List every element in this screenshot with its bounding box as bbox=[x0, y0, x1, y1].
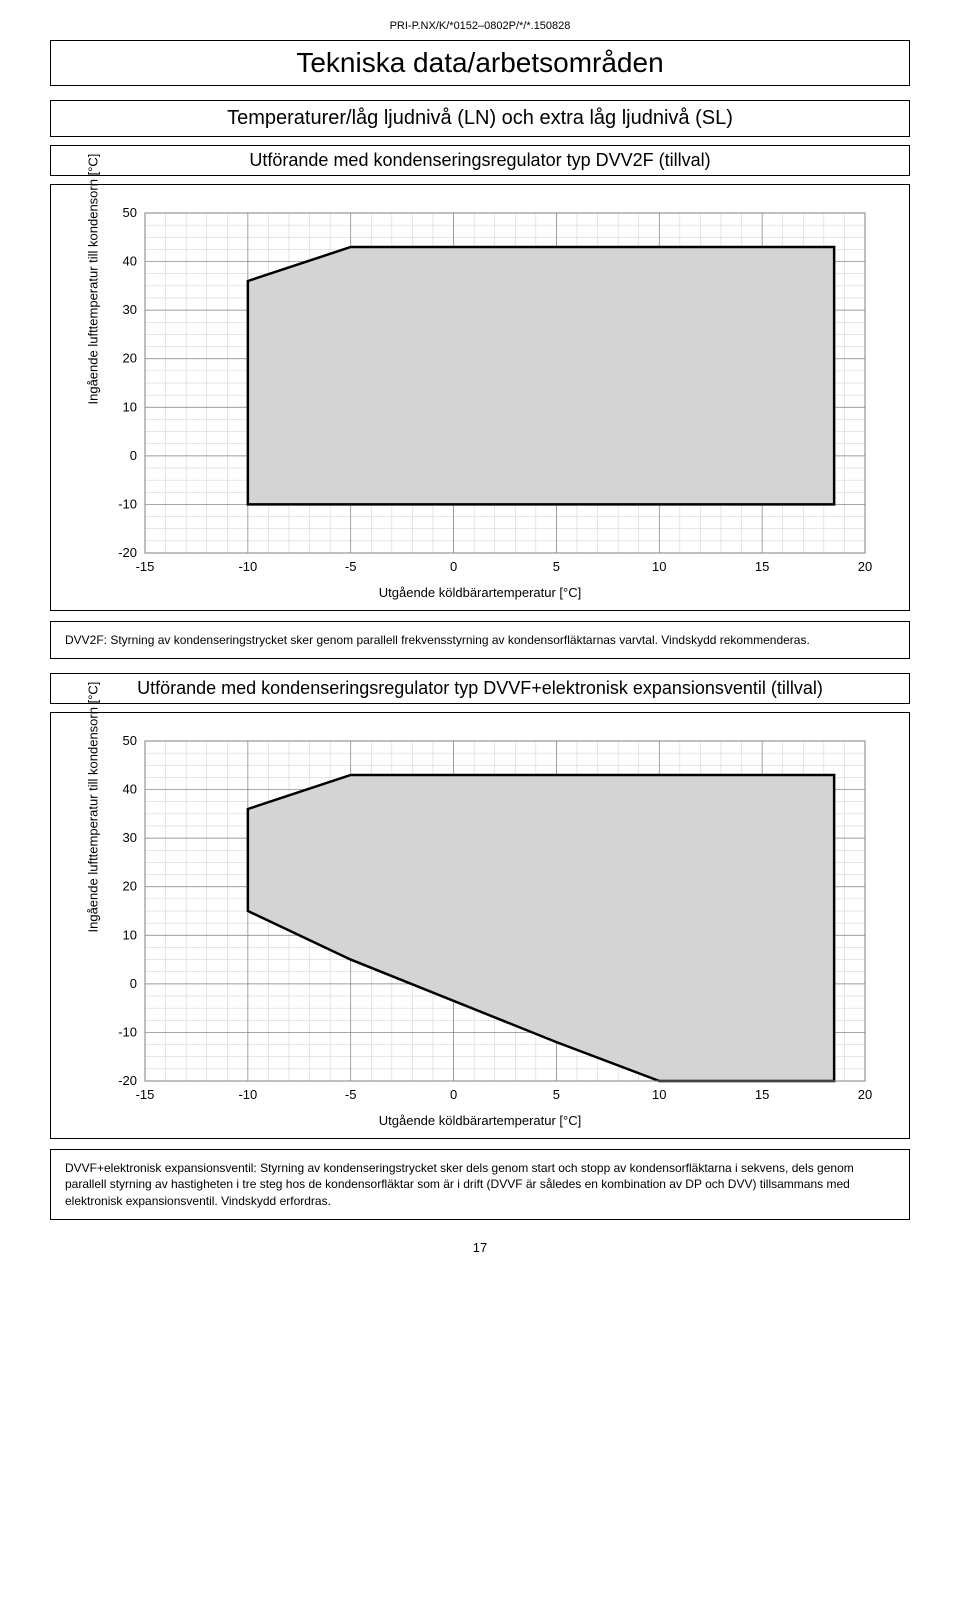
page-title: Tekniska data/arbetsområden bbox=[50, 40, 910, 86]
svg-text:50: 50 bbox=[123, 205, 137, 220]
svg-text:-15: -15 bbox=[136, 1087, 155, 1102]
document-code: PRI-P.NX/K/*0152–0802P/*/*.150828 bbox=[50, 20, 910, 32]
chart2-heading: Utförande med kondenseringsregulator typ… bbox=[50, 673, 910, 704]
svg-text:20: 20 bbox=[858, 559, 872, 574]
chart2-svg-holder: -15 -10 -5 0 5 10 15 20 -20 -10 0 10 20 30 40 50 bbox=[105, 731, 875, 1109]
svg-text:15: 15 bbox=[755, 1087, 769, 1102]
svg-text:-20: -20 bbox=[118, 1073, 137, 1088]
svg-text:0: 0 bbox=[130, 976, 137, 991]
svg-text:40: 40 bbox=[123, 254, 137, 269]
svg-text:-10: -10 bbox=[118, 496, 137, 511]
chart1-heading: Utförande med kondenseringsregulator typ… bbox=[50, 145, 910, 176]
svg-text:-10: -10 bbox=[238, 559, 257, 574]
chart2-xlabel: Utgående köldbärartemperatur [°C] bbox=[81, 1113, 879, 1128]
chart1-xlabel: Utgående köldbärartemperatur [°C] bbox=[81, 585, 879, 600]
svg-text:30: 30 bbox=[123, 302, 137, 317]
svg-text:40: 40 bbox=[123, 782, 137, 797]
svg-text:-10: -10 bbox=[118, 1025, 137, 1040]
svg-text:20: 20 bbox=[123, 351, 137, 366]
svg-text:0: 0 bbox=[450, 559, 457, 574]
svg-text:-5: -5 bbox=[345, 559, 357, 574]
chart2-ylabel: Ingående lufttemperatur till kondensorn … bbox=[86, 908, 101, 932]
svg-text:20: 20 bbox=[858, 1087, 872, 1102]
chart2-caption: DVVF+elektronisk expansionsventil: Styrn… bbox=[50, 1149, 910, 1220]
page-subtitle: Temperaturer/låg ljudnivå (LN) och extra… bbox=[50, 100, 910, 137]
chart1-caption: DVV2F: Styrning av kondenseringstrycket … bbox=[50, 621, 910, 659]
svg-text:5: 5 bbox=[553, 559, 560, 574]
svg-text:50: 50 bbox=[123, 733, 137, 748]
svg-text:-5: -5 bbox=[345, 1087, 357, 1102]
page-number: 17 bbox=[50, 1240, 910, 1255]
svg-text:15: 15 bbox=[755, 559, 769, 574]
chart1-ylabel: Ingående lufttemperatur till kondensorn … bbox=[86, 380, 101, 404]
svg-text:10: 10 bbox=[123, 399, 137, 414]
svg-text:30: 30 bbox=[123, 830, 137, 845]
svg-text:10: 10 bbox=[652, 559, 666, 574]
chart1-frame: Ingående lufttemperatur till kondensorn … bbox=[50, 184, 910, 611]
svg-text:5: 5 bbox=[553, 1087, 560, 1102]
svg-text:-20: -20 bbox=[118, 545, 137, 560]
svg-text:-15: -15 bbox=[136, 559, 155, 574]
chart2-frame: Ingående lufttemperatur till kondensorn … bbox=[50, 712, 910, 1139]
svg-text:10: 10 bbox=[123, 927, 137, 942]
svg-text:0: 0 bbox=[130, 448, 137, 463]
svg-text:0: 0 bbox=[450, 1087, 457, 1102]
svg-text:20: 20 bbox=[123, 879, 137, 894]
svg-text:-10: -10 bbox=[238, 1087, 257, 1102]
chart1-svg-holder: -15 -10 -5 0 5 10 15 20 -20 -10 0 10 20 30 40 50 bbox=[105, 203, 875, 581]
svg-text:10: 10 bbox=[652, 1087, 666, 1102]
